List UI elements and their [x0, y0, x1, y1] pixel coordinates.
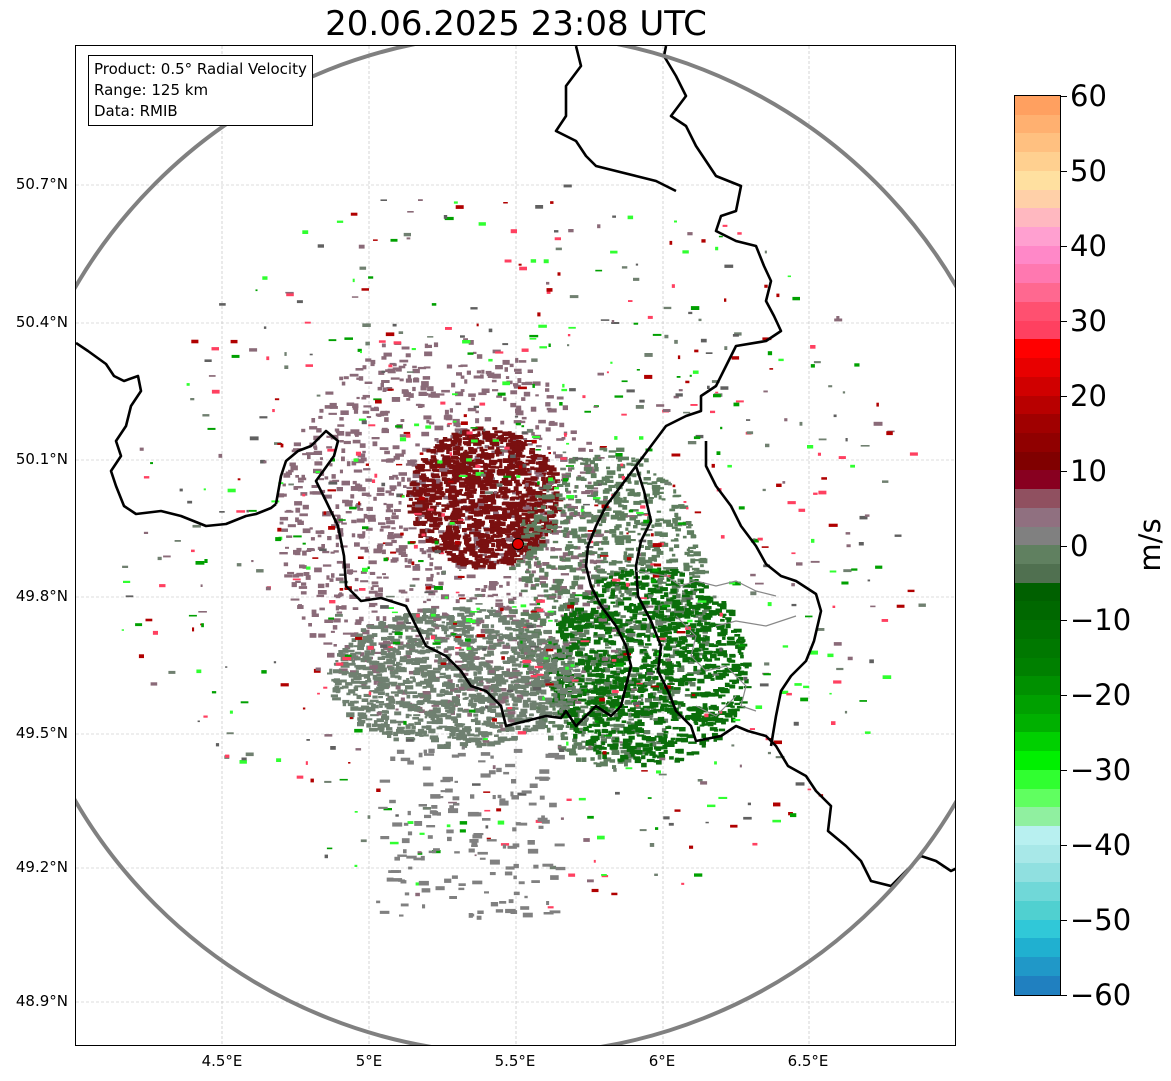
colorbar-segment — [1015, 283, 1060, 302]
colorbar-segment — [1015, 620, 1060, 639]
radar-site-marker — [512, 538, 524, 550]
colorbar-segment — [1015, 844, 1060, 864]
colorbar-tick-mark — [1061, 245, 1067, 247]
colorbar-segment — [1015, 695, 1060, 714]
colorbar-tick-label: −50 — [1070, 903, 1132, 938]
colorbar-segment — [1015, 96, 1060, 115]
colorbar-segment — [1015, 713, 1060, 733]
lon-tick-label: 5°E — [355, 1052, 383, 1070]
colorbar-tick-mark — [1061, 96, 1067, 97]
lat-tick-label: 50.4°N — [15, 313, 68, 331]
colorbar-segment — [1015, 264, 1060, 284]
colorbar-segment — [1015, 170, 1060, 190]
info-range: Range: 125 km — [94, 81, 209, 99]
colorbar-segment — [1015, 133, 1060, 153]
colorbar-segment — [1015, 732, 1060, 752]
colorbar-segment — [1015, 227, 1060, 246]
lon-tick-label: 6.5°E — [787, 1052, 829, 1070]
colorbar-segment — [1015, 545, 1060, 564]
colorbar-segment — [1015, 414, 1060, 433]
colorbar-segment — [1015, 882, 1060, 901]
colorbar-segment — [1015, 563, 1060, 583]
colorbar-segment — [1015, 245, 1060, 265]
colorbar-segment — [1015, 751, 1060, 770]
colorbar-tick-mark — [1061, 920, 1067, 922]
colorbar-segment — [1015, 957, 1060, 976]
colorbar-tick-mark — [1061, 470, 1067, 472]
colorbar-segment — [1015, 470, 1060, 490]
colorbar-tick-label: 0 — [1070, 528, 1089, 563]
colorbar-segment — [1015, 358, 1060, 377]
colorbar-tick-mark — [1061, 695, 1067, 697]
colorbar-segment — [1015, 152, 1060, 171]
radar-map-canvas — [76, 46, 955, 1045]
colorbar-tick-mark — [1061, 845, 1067, 847]
colorbar-segment — [1015, 489, 1060, 508]
colorbar-tick-label: 20 — [1070, 378, 1107, 413]
colorbar-tick-mark — [1061, 770, 1067, 772]
colorbar-segment — [1015, 788, 1060, 808]
radar-map[interactable] — [75, 45, 956, 1046]
info-data-source: Data: RMIB — [94, 102, 178, 120]
colorbar-segment — [1015, 301, 1060, 321]
country-borders — [76, 46, 955, 888]
colorbar-unit-label: m/s — [1133, 518, 1167, 572]
colorbar-segment — [1015, 189, 1060, 209]
colorbar-tick-mark — [1061, 320, 1067, 322]
colorbar-segment — [1015, 638, 1060, 658]
colorbar-segment — [1015, 395, 1060, 415]
lat-tick-label: 50.1°N — [15, 450, 68, 468]
colorbar-segment — [1015, 208, 1060, 228]
lat-tick-label: 48.9°N — [15, 992, 68, 1010]
colorbar-tick-label: 10 — [1070, 453, 1107, 488]
colorbar-segment — [1015, 863, 1060, 883]
colorbar-tick-label: −20 — [1070, 678, 1132, 713]
lat-tick-label: 49.5°N — [15, 724, 68, 742]
colorbar-tick-mark — [1061, 395, 1067, 397]
colorbar-tick-mark — [1061, 545, 1067, 547]
lat-tick-label: 49.2°N — [15, 858, 68, 876]
map-title: 20.06.2025 23:08 UTC — [325, 4, 707, 44]
colorbar-segment — [1015, 114, 1060, 134]
colorbar-tick-label: 40 — [1070, 228, 1107, 263]
lat-tick-label: 50.7°N — [15, 175, 68, 193]
colorbar-segment — [1015, 900, 1060, 920]
colorbar-segment — [1015, 826, 1060, 845]
colorbar-segment — [1015, 582, 1060, 602]
colorbar-tick-label: −40 — [1070, 828, 1132, 863]
info-product: Product: 0.5° Radial Velocity — [94, 60, 307, 78]
colorbar-segment — [1015, 320, 1060, 340]
colorbar-segment — [1015, 807, 1060, 827]
colorbar-tick-mark — [1061, 995, 1067, 996]
colorbar-segment — [1015, 769, 1060, 789]
lat-tick-label: 49.8°N — [15, 587, 68, 605]
colorbar-tick-label: 60 — [1070, 79, 1107, 113]
colorbar-tick-label: −60 — [1070, 978, 1132, 1012]
colorbar-segment — [1015, 376, 1060, 396]
product-info-box: Product: 0.5° Radial Velocity Range: 125… — [88, 55, 313, 126]
lon-tick-label: 4.5°E — [201, 1052, 243, 1070]
colorbar-segment — [1015, 432, 1060, 452]
colorbar-tick-label: −10 — [1070, 603, 1132, 638]
colorbar-tick-label: −30 — [1070, 753, 1132, 788]
colorbar-segment — [1015, 676, 1060, 695]
colorbar-tick-mark — [1061, 620, 1067, 622]
velocity-colorbar — [1014, 95, 1061, 996]
colorbar-segment — [1015, 507, 1060, 527]
colorbar-tick-label: 30 — [1070, 303, 1107, 338]
colorbar-segment — [1015, 601, 1060, 621]
colorbar-segment — [1015, 526, 1060, 546]
lon-tick-label: 5.5°E — [494, 1052, 536, 1070]
lon-tick-label: 6°E — [648, 1052, 676, 1070]
region-borders — [635, 570, 797, 717]
colorbar-segment — [1015, 938, 1060, 958]
colorbar-tick-label: 50 — [1070, 153, 1107, 188]
colorbar-segment — [1015, 919, 1060, 939]
colorbar-segment — [1015, 339, 1060, 359]
colorbar-segment — [1015, 451, 1060, 471]
velocity-echoes — [121, 184, 926, 920]
colorbar-segment — [1015, 657, 1060, 677]
colorbar-tick-mark — [1061, 170, 1067, 172]
colorbar-segment — [1015, 975, 1060, 995]
